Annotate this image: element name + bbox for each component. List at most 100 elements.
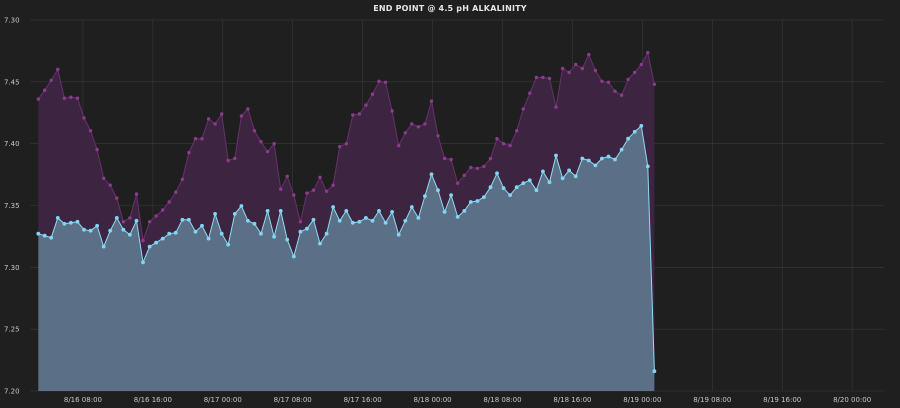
x-tick-label: 8/20 00:00 xyxy=(833,396,871,404)
upper-series-point xyxy=(501,142,506,146)
y-tick-label: 7.40 xyxy=(4,140,20,148)
lower-series-point xyxy=(527,178,532,183)
upper-series-point xyxy=(75,96,80,100)
y-axis-ticks: 7.30 7.45 7.40 7.35 7.30 7.25 7.20 xyxy=(4,17,20,396)
lower-series-point xyxy=(49,235,54,240)
upper-series-point xyxy=(324,189,329,193)
upper-series-point xyxy=(449,157,453,162)
upper-series-point xyxy=(442,156,447,161)
x-axis-ticks: 8/16 08:00 8/16 16:00 8/17 00:00 8/17 08:00… xyxy=(64,396,871,404)
lower-series-point xyxy=(645,164,650,169)
lower-series-point xyxy=(55,216,60,220)
lower-series-point xyxy=(246,218,250,223)
upper-series-point xyxy=(351,113,355,117)
lower-series-point xyxy=(396,232,401,237)
lower-series-point xyxy=(455,215,460,219)
lower-series-point xyxy=(370,218,375,223)
lower-series-point xyxy=(652,369,657,374)
lower-series-point xyxy=(101,244,106,249)
upper-series-point xyxy=(285,174,289,178)
lower-series-point xyxy=(206,236,211,241)
lower-series-point xyxy=(311,217,316,222)
lower-series-point xyxy=(259,231,263,236)
lower-series-point xyxy=(134,218,139,223)
upper-series-point xyxy=(482,164,486,169)
upper-series-area xyxy=(38,52,655,372)
lower-series-point xyxy=(488,185,493,190)
upper-series-point xyxy=(239,114,244,118)
x-tick-label: 8/19 16:00 xyxy=(763,396,801,404)
lower-series-point xyxy=(475,199,480,203)
upper-series-point xyxy=(410,122,414,126)
lower-series-point xyxy=(180,217,185,222)
lower-series-point xyxy=(167,231,172,236)
lower-series-point xyxy=(364,216,368,220)
upper-series-point xyxy=(357,112,362,116)
lower-series-point xyxy=(613,157,617,162)
lower-series-point xyxy=(593,163,598,168)
upper-series-point xyxy=(619,93,624,97)
upper-series-point xyxy=(383,80,388,85)
y-tick-label: 7.20 xyxy=(4,388,20,396)
upper-series-point xyxy=(167,200,171,204)
upper-series-point xyxy=(318,175,322,179)
x-tick-label: 8/16 16:00 xyxy=(134,396,172,404)
upper-series-point xyxy=(600,79,604,84)
lower-series-point xyxy=(114,216,119,220)
lower-series-point xyxy=(390,210,394,214)
lower-series-point xyxy=(573,174,578,179)
upper-series-point xyxy=(82,116,86,120)
lower-series-point xyxy=(554,153,558,158)
upper-series-point xyxy=(541,75,545,80)
lower-series-point xyxy=(639,124,644,128)
lower-series-point xyxy=(442,210,447,214)
upper-series-point xyxy=(403,131,407,135)
x-tick-label: 8/17 08:00 xyxy=(274,396,312,404)
upper-series-point xyxy=(213,122,217,126)
lower-series-point xyxy=(127,232,132,237)
upper-series-point xyxy=(69,95,73,99)
upper-series-point xyxy=(331,183,335,187)
upper-series-point xyxy=(161,208,165,212)
lower-series-point xyxy=(462,209,467,213)
upper-series-point xyxy=(521,107,525,111)
upper-series-point xyxy=(62,96,67,100)
upper-series-point xyxy=(377,79,381,84)
upper-series-point xyxy=(128,216,132,220)
upper-series-point xyxy=(547,76,552,81)
upper-series-point xyxy=(252,129,257,133)
lower-series-point xyxy=(193,229,198,234)
y-tick-label: 7.25 xyxy=(4,326,20,334)
upper-series-point xyxy=(187,150,191,155)
lower-series-point xyxy=(436,188,440,193)
upper-series-point xyxy=(200,137,204,141)
y-tick-label: 7.35 xyxy=(4,202,20,210)
x-tick-label: 8/18 16:00 xyxy=(553,396,591,404)
lower-series-point xyxy=(606,154,611,159)
upper-series-point xyxy=(587,52,591,57)
lower-series-point xyxy=(600,156,604,161)
x-tick-label: 8/17 00:00 xyxy=(204,396,242,404)
upper-series-point xyxy=(606,80,611,85)
upper-series-point xyxy=(272,142,276,146)
upper-series-point xyxy=(344,142,348,146)
upper-series-point xyxy=(639,62,643,67)
x-tick-label: 8/17 16:00 xyxy=(344,396,382,404)
upper-series-point xyxy=(508,143,512,148)
lower-series-point xyxy=(42,233,47,238)
upper-series-point xyxy=(462,173,466,177)
upper-series-point xyxy=(475,166,480,171)
upper-series-point xyxy=(567,70,571,75)
upper-series-point xyxy=(174,190,178,194)
lower-series-point xyxy=(560,176,565,181)
lower-series-point xyxy=(239,204,244,208)
lower-series-point xyxy=(619,147,624,152)
lower-series-point xyxy=(75,219,80,224)
lower-series-point xyxy=(173,230,178,235)
lower-series-point xyxy=(495,171,499,176)
lower-series-point xyxy=(252,221,257,226)
upper-series-point xyxy=(115,196,119,200)
upper-series-point xyxy=(652,82,657,87)
upper-series-point xyxy=(626,77,630,82)
